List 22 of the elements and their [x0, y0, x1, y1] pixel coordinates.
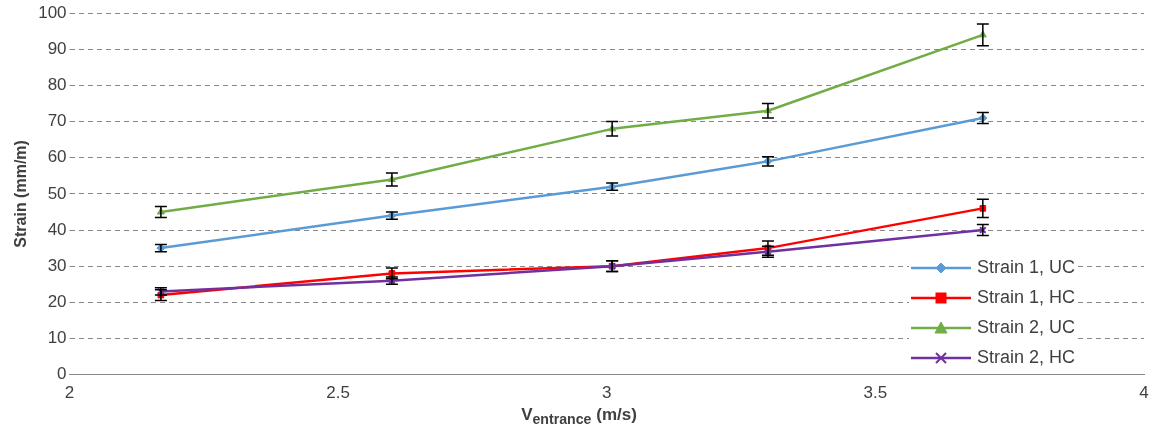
y-tick-label: 50 — [47, 183, 67, 203]
x-tick-label: 2 — [64, 383, 75, 403]
y-tick-label: 70 — [47, 111, 67, 131]
y-tick-label: 90 — [47, 39, 67, 59]
y-tick-label: 100 — [38, 2, 67, 22]
x-tick-label: 3 — [602, 383, 612, 403]
y-axis-title: Strain (mm/m) — [12, 140, 30, 248]
y-tick-label: 10 — [47, 328, 67, 348]
y-tick-label: 60 — [47, 147, 67, 167]
legend-label: Strain 2, UC — [977, 317, 1076, 339]
y-tick-label: 20 — [47, 292, 67, 312]
x-axis-title: V$_{entrance}$ (m/s) — [520, 405, 638, 428]
legend-label: Strain 2, HC — [977, 347, 1076, 369]
y-tick-label: 30 — [47, 255, 67, 275]
x-tick-label: 3.5 — [863, 383, 888, 403]
x-tick-label: 2.5 — [326, 383, 350, 403]
y-tick-label: 80 — [47, 75, 67, 95]
legend-label: Strain 1, UC — [977, 257, 1076, 279]
y-tick-label: 40 — [47, 219, 67, 239]
y-tick-label: 0 — [57, 364, 67, 384]
x-tick-label: 4 — [1139, 383, 1149, 403]
legend-label: Strain 1, HC — [977, 287, 1076, 309]
